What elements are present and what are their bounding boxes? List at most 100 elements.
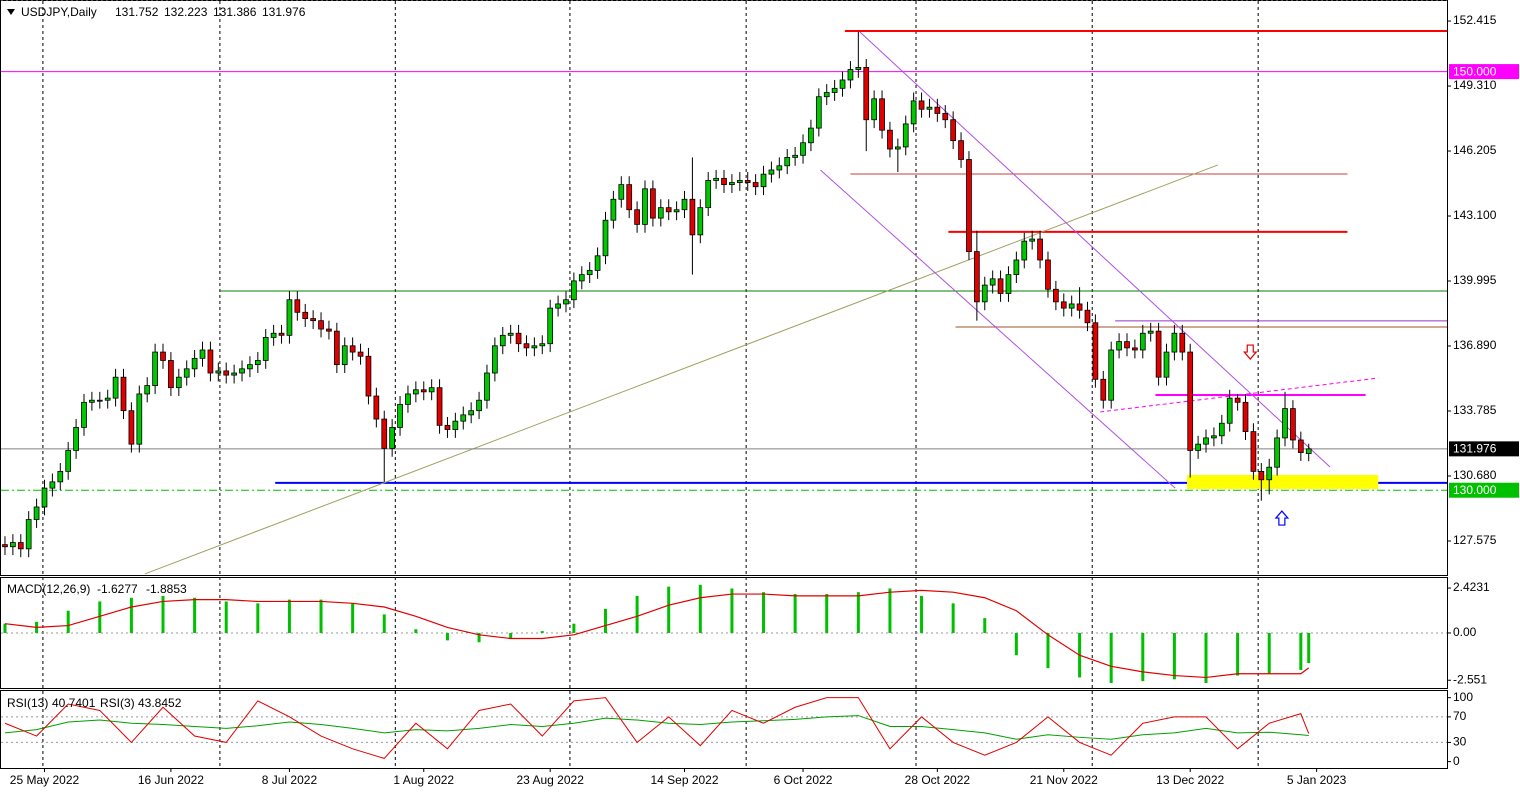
candle-body [25,519,32,550]
candle-body [381,418,388,449]
price-level-label: 130.000 [1453,483,1497,497]
macd-bar [161,595,165,633]
candle-body [602,219,609,257]
candle-body [326,328,332,332]
price-level-box [1449,64,1519,80]
candle-body [966,159,972,253]
candle-body [207,349,214,374]
macd-bar [793,594,797,633]
candle-body [634,209,640,225]
candle-body [1092,322,1099,380]
candle-body [223,370,230,376]
x-tick-label: 8 Jul 2022 [262,773,318,787]
candle-body [815,96,822,129]
candle-body [1211,435,1217,439]
candle-body [642,188,648,225]
candle-body [926,106,933,110]
macd-bar [193,597,197,633]
candle-body [231,372,237,376]
candle-body [484,372,490,401]
candle-body [1218,422,1225,437]
candle-body [2,544,8,548]
macd-bar [825,594,829,633]
candle-body [1076,303,1083,311]
macd-bar [951,603,955,633]
y-tick-label: 0.00 [1453,625,1477,639]
macd-bar [730,588,734,633]
symbol-menu-icon[interactable] [7,9,15,15]
y-tick-label: 130.680 [1453,468,1497,482]
trend-line [144,164,1219,575]
candle-body [792,154,798,158]
candle-body [1084,309,1091,324]
candle-body [310,318,316,322]
trend-line [820,169,1176,489]
candle-body [507,332,514,336]
macd-bar [98,601,102,633]
x-tick-label: 25 May 2022 [10,773,80,787]
trend-line [1100,377,1379,413]
candle-body [1179,332,1186,353]
candle-body [1203,437,1209,445]
candle-body [349,345,356,353]
candle-body [1139,332,1146,351]
candle-body [73,427,79,451]
candle-body [175,376,182,389]
candle-body [1100,378,1107,401]
candle-body [41,487,48,508]
candle-body [436,387,443,426]
candle-body [839,79,846,89]
candle-body [152,351,158,386]
candle-body [468,410,475,416]
macd-bar [1014,632,1018,656]
candle-body [17,542,24,550]
x-tick-label: 16 Jun 2022 [138,773,204,787]
candle-body [96,399,103,402]
candle-body [555,303,561,309]
macd-bar [256,603,260,633]
candle-body [705,180,712,209]
macd-bar [603,608,607,633]
candle-body [1029,238,1036,242]
rsi-label: RSI(3) [100,696,135,710]
candle-body [808,127,814,144]
candle-body [1250,431,1257,472]
front-layer: 25 May 2022 16 Jun 2022 8 Jul 2022 1 Aug 20… [10,13,1519,787]
candle-body [65,450,72,472]
candle-body [499,334,506,347]
macd-bar [351,603,355,633]
candle-body [373,395,380,420]
candle-body [1266,466,1273,481]
candle-body [286,299,293,336]
candle-body [571,280,577,301]
candle-body [918,100,925,110]
candle-body [689,198,696,236]
candle-body [1060,301,1067,309]
zone-rectangle [1187,474,1379,489]
candle-body [405,393,411,405]
candle-body [89,399,95,403]
y-tick-label: 152.415 [1453,13,1497,27]
candle-body [1171,332,1178,353]
trend-line [859,31,1331,468]
candle-body [318,320,324,330]
macd-label: MACD(12,26,9) [7,582,90,596]
candle-body [1037,238,1043,261]
candle-body [744,180,751,183]
candle-body [610,198,617,221]
candle-body [389,427,396,449]
candle-body [594,255,601,271]
candle-body [168,360,174,389]
price-level-box [1449,482,1519,498]
macd-bar [224,601,228,633]
candle-body [1132,347,1138,351]
y-tick-label: 149.310 [1453,78,1497,92]
candle-body [112,376,119,399]
candle-body [657,207,664,219]
candle-body [10,542,16,548]
candle-body [578,274,585,282]
macd-bar [1109,632,1113,683]
macd-bar [66,610,70,633]
candle-body [831,87,838,93]
candle-body [57,470,64,483]
